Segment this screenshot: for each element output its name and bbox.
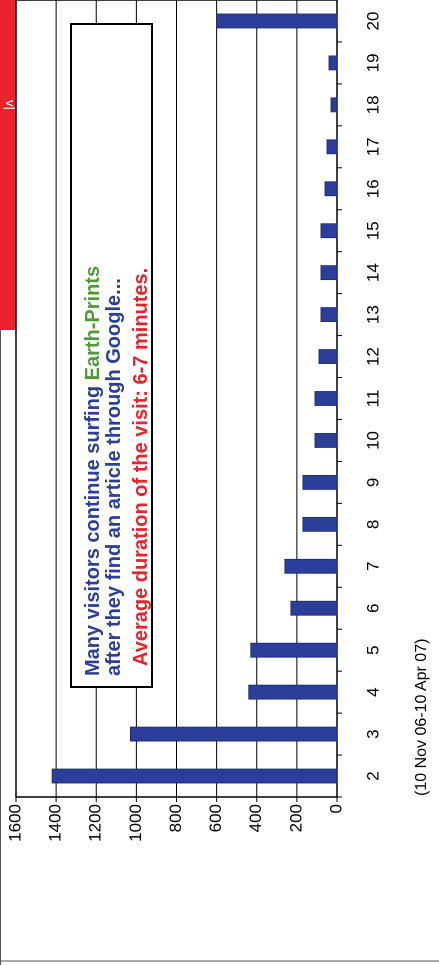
red-banner [0,0,18,330]
y-tick-labels: 0 200 400 600 800 1000 1200 1400 1600 [5,797,345,842]
x-tick-label-10: 10 [363,431,382,450]
bar-6 [290,600,338,616]
x-tick-label-8: 8 [363,520,382,529]
bar-2 [51,768,338,784]
x-tick-label-15: 15 [363,221,382,240]
y-tick-label-0: 0 [326,804,345,813]
annotation-line-3: Average duration of the visit: 6-7 minut… [130,268,152,666]
bar-11 [314,391,338,406]
bar-4 [248,684,338,700]
annotation-line-1: Many visitors continue surfing Earth-Pri… [82,266,104,676]
x-tick-label-11: 11 [363,390,382,408]
x-tick-label-5: 5 [363,645,382,654]
bar-3 [129,726,338,742]
annotation-border [70,23,153,688]
annotation-line-1-main: Many visitors continue surfing [82,380,104,676]
bar-13 [320,307,338,323]
bar-19 [328,55,338,71]
y-tick-label-600: 600 [206,804,225,832]
bar-8 [302,516,338,532]
plot-area: 0 200 400 600 800 1000 1200 1400 1600 2 3 4 5 6 7 8 9 10… [5,0,382,842]
red-banner-text: v| [3,100,18,110]
x-tick-label-16: 16 [363,179,382,198]
x-tick-label-17: 17 [363,137,382,156]
bar-5 [250,642,338,658]
x-tick-label-13: 13 [363,305,382,324]
x-tick-label-6: 6 [363,604,382,613]
y-tick-label-1200: 1200 [86,804,105,842]
y-tick-label-1000: 1000 [126,804,145,842]
annotation-highlight: Earth-Prints [82,266,104,380]
y-tick-label-200: 200 [286,804,305,832]
x-tick-label-19: 19 [363,53,382,72]
y-tick-label-800: 800 [166,804,185,832]
x-tick-label-7: 7 [363,562,382,571]
annotation-box: Many visitors continue surfing Earth-Pri… [70,23,153,688]
x-tick-label-9: 9 [363,478,382,487]
bar-10 [314,433,338,448]
bar-17 [326,139,338,155]
y-tick-label-400: 400 [246,804,265,832]
bars [51,13,338,784]
bar-7 [284,558,338,574]
bar-20 [216,13,338,29]
x-tick-label-2: 2 [363,771,382,780]
x-tick-label-12: 12 [363,347,382,366]
x-tick-label-20: 20 [363,12,382,31]
x-tick-label-18: 18 [363,95,382,114]
annotation-line-2: after they find an article through Googl… [103,278,125,676]
x-tick-label-4: 4 [363,687,382,696]
bar-9 [302,474,338,490]
x-tick-label-14: 14 [363,263,382,282]
bar-16 [324,181,338,197]
bar-12 [318,349,338,364]
x-tick-label-3: 3 [363,729,382,738]
y-tick-label-1400: 1400 [46,804,65,842]
y-tick-label-1600: 1600 [5,804,24,842]
bar-14 [320,265,338,281]
x-axis-label: (10 Nov 06-10 Apr 07) [413,639,430,796]
bar-15 [320,223,338,239]
bar-18 [330,97,338,113]
x-tick-labels: 2 3 4 5 6 7 8 9 10 11 12 13 14 15 16 17 18 19 20 [337,12,382,798]
